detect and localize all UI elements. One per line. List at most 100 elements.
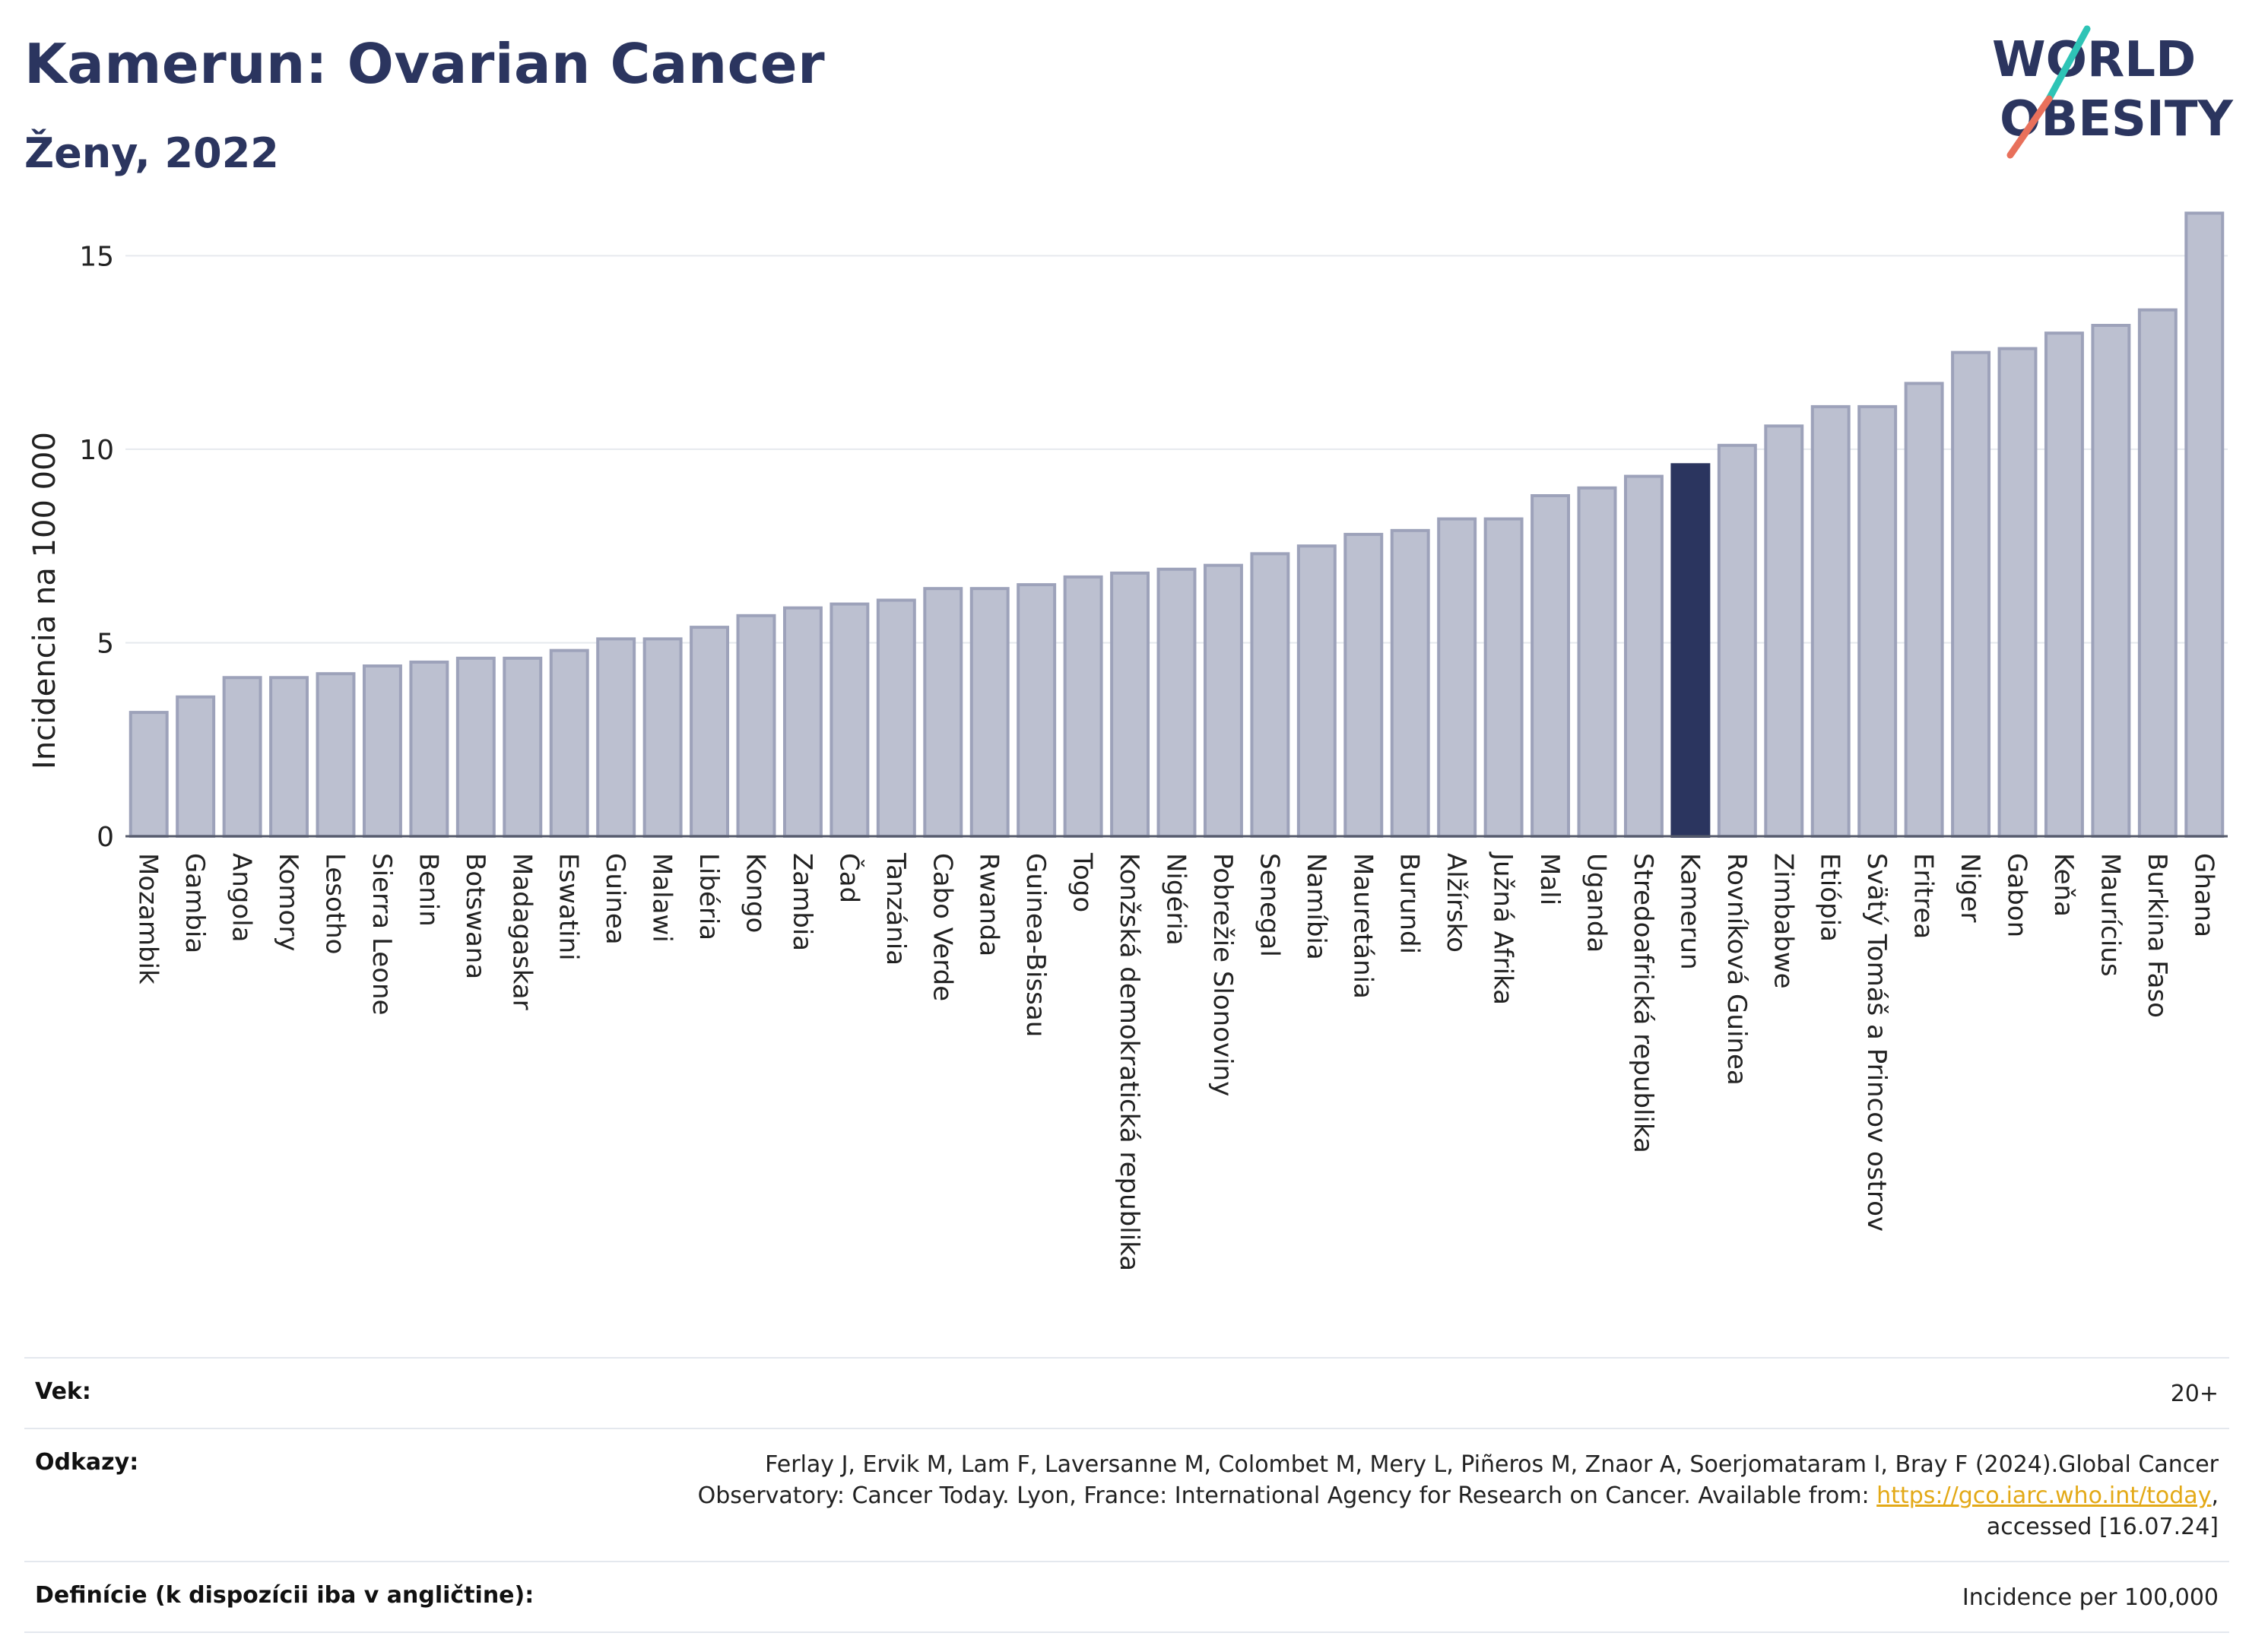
bar: [1017, 583, 1057, 838]
x-tick-label: Rovníková Guinea: [1721, 853, 1752, 1086]
x-tick-label: Sierra Leone: [366, 853, 397, 1015]
bar: [1623, 474, 1664, 839]
x-tick-label: Konžská demokratická republika: [1114, 853, 1144, 1271]
definitions-label: Definície (k dispozícii iba v angličtine…: [35, 1582, 534, 1609]
bar: [782, 606, 823, 838]
bar: [923, 587, 963, 838]
x-tick-label: Južná Afrika: [1488, 851, 1518, 1005]
bar: [1717, 443, 1757, 838]
x-tick-label: Burundi: [1394, 853, 1425, 954]
bar: [1296, 544, 1337, 838]
bar: [2091, 324, 2131, 838]
bar: [222, 676, 262, 838]
x-tick-label: Lesotho: [320, 853, 351, 954]
x-tick-label: Keňa: [2048, 853, 2079, 917]
references-link[interactable]: https://gco.iarc.who.int/today: [1876, 1482, 2212, 1509]
bar: [642, 637, 683, 838]
bar: [503, 656, 543, 838]
x-tick-label: Kamerun: [1674, 853, 1705, 970]
definitions-value: Incidence per 100,000: [1962, 1584, 2219, 1611]
logo-word-world: WORLD: [1992, 32, 2196, 88]
x-tick-label: Stredoafrická republika: [1628, 853, 1658, 1153]
bar: [409, 660, 449, 839]
bar: [829, 602, 870, 839]
bar: [2184, 211, 2225, 838]
references-label: Odkazy:: [35, 1449, 139, 1476]
x-tick-label: Kongo: [741, 853, 771, 933]
x-tick-label: Togo: [1067, 852, 1098, 912]
bar: [1531, 494, 1571, 838]
x-axis-ticks: Mozambik Gambia Angola Komory Lesotho Sierra …: [133, 851, 2219, 1271]
bar: [316, 672, 356, 838]
bar: [549, 648, 589, 838]
x-tick-label: Botswana: [460, 853, 490, 979]
x-tick-label: Libéria: [693, 853, 724, 940]
bar: [1156, 567, 1197, 839]
x-tick-label: Malawi: [647, 853, 677, 943]
x-tick-label: Namíbia: [1301, 853, 1331, 960]
bar: [1904, 382, 1944, 838]
bar: [1764, 424, 1804, 838]
bar: [876, 598, 916, 838]
age-value: 20+: [2170, 1381, 2219, 1407]
y-tick-label: 5: [97, 628, 114, 659]
x-tick-label: Alžírsko: [1441, 853, 1471, 953]
x-tick-label: Svätý Tomáš a Princov ostrov: [1861, 853, 1892, 1232]
x-tick-label: Mauretánia: [1347, 853, 1378, 999]
bar: [269, 676, 309, 838]
bar: [1110, 571, 1150, 838]
bar: [1997, 347, 2038, 838]
bar-highlighted: [1670, 463, 1711, 838]
row-definitions: Definície (k dispozícii iba v angličtine…: [24, 1561, 2229, 1633]
bar: [1250, 552, 1290, 838]
x-tick-label: Eswatini: [554, 853, 584, 961]
row-references: Odkazy: Ferlay J, Ervik M, Lam F, Lavers…: [24, 1428, 2229, 1561]
references-citation: Ferlay J, Ervik M, Lam F, Laversanne M, …: [697, 1451, 2219, 1509]
x-tick-label: Gambia: [179, 853, 210, 953]
x-tick-label: Nigéria: [1161, 853, 1191, 946]
bar: [969, 587, 1010, 838]
x-tick-label: Uganda: [1581, 853, 1612, 953]
bar: [1577, 486, 1617, 838]
x-tick-label: Komory: [273, 853, 303, 951]
bar: [2137, 308, 2178, 838]
bar: [1203, 563, 1243, 838]
bar: [1063, 575, 1103, 839]
bar-chart: 0 5 10 15 Mozambik Gambia Angola Komory Lesotho…: [27, 211, 2228, 1271]
references-text: Ferlay J, Ervik M, Lam F, Laversanne M, …: [645, 1449, 2219, 1543]
bars: [128, 211, 2225, 839]
x-tick-label: Niger: [1955, 853, 1985, 922]
x-tick-label: Mali: [1534, 853, 1565, 905]
x-tick-label: Pobrežie Slonoviny: [1207, 853, 1238, 1096]
y-tick-label: 15: [79, 241, 114, 272]
bar: [1437, 517, 1477, 839]
y-axis-ticks: 0 5 10 15: [79, 241, 114, 853]
bar: [1857, 404, 1898, 838]
bar: [128, 711, 169, 838]
bar: [455, 656, 496, 838]
world-obesity-logo: WORLD OBESITY: [1992, 25, 2233, 159]
chart-subtitle: Ženy, 2022: [24, 129, 279, 177]
bar: [176, 695, 216, 839]
y-axis-label: Incidencia na 100 000: [27, 432, 62, 769]
bar: [736, 614, 776, 838]
x-tick-label: Tanzánia: [880, 852, 911, 966]
logo-slash-teal: [2045, 25, 2091, 103]
chart-title: Kamerun: Ovarian Cancer: [24, 32, 826, 96]
references-accessed: , accessed [16.07.24]: [1986, 1482, 2219, 1540]
x-tick-label: Rwanda: [974, 853, 1004, 956]
x-tick-label: Etiópia: [1815, 853, 1845, 942]
x-tick-label: Madagaskar: [506, 853, 537, 1010]
x-tick-label: Benin: [413, 853, 443, 927]
bar: [596, 637, 636, 838]
x-tick-label: Eritrea: [1908, 853, 1939, 939]
y-tick-label: 10: [79, 435, 114, 466]
x-tick-label: Čad: [833, 853, 864, 903]
bar: [1483, 517, 1524, 839]
bar: [690, 626, 730, 838]
x-tick-label: Senegal: [1254, 853, 1284, 957]
info-table: Vek: 20+ Odkazy: Ferlay J, Ervik M, Lam …: [24, 1357, 2229, 1633]
bar: [362, 664, 402, 838]
x-tick-label: Guinea: [600, 853, 630, 945]
bar: [2044, 331, 2084, 838]
